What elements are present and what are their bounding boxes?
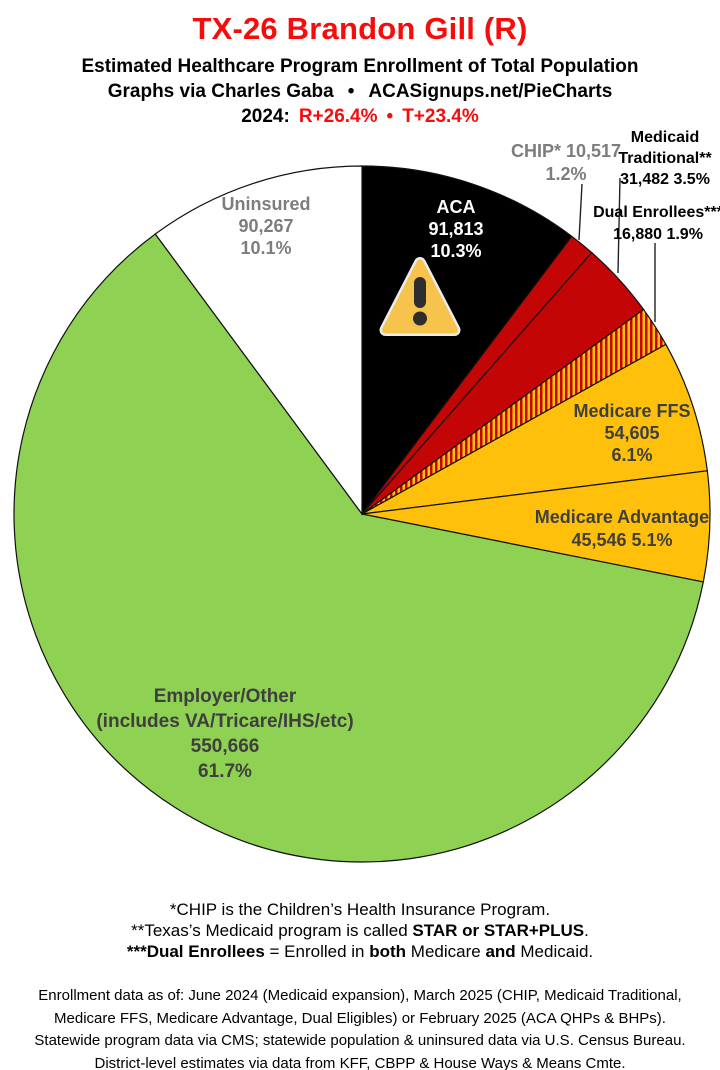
slice-value: 550,666 — [190, 736, 260, 757]
election-margins: 2024: R+26.4% • T+23.4% — [0, 104, 720, 129]
slice-label-uninsured: Uninsured 90,267 10.1% — [221, 193, 310, 259]
source-line: Statewide program data via CMS; statewid… — [34, 1032, 686, 1049]
footnote-chip: *CHIP is the Children’s Health Insurance… — [169, 900, 551, 919]
slice-label-aca: ACA 91,813 10.3% — [428, 196, 483, 262]
pie-slice-employer-other — [13, 233, 705, 863]
leader-lines — [578, 177, 656, 322]
slice-percent: 6.1% — [611, 445, 653, 465]
slice-label-medicare-advantage: Medicare Advantage 45,546 5.1% — [535, 506, 709, 552]
slice-value-percent: 45,546 5.1% — [571, 530, 673, 550]
slice-label-employer-other: Employer/Other (includes VA/Tricare/IHS/… — [96, 684, 353, 784]
pie-slice-aca — [361, 165, 573, 516]
footnote-medicaid: **Texas’s Medicaid program is called STA… — [131, 921, 589, 940]
slice-percent: 1.2% — [545, 164, 587, 184]
slice-name: Traditional** — [618, 150, 712, 167]
slice-label-dual-enrollees: Dual Enrollees*** 16,880 1.9% — [593, 202, 720, 246]
data-sources: Enrollment data as of: June 2024 (Medica… — [0, 985, 720, 1070]
bullet-separator: • — [347, 81, 355, 102]
leader-line-chip — [578, 183, 583, 241]
source-line: District-level estimates via data from K… — [94, 1054, 626, 1070]
byline: Graphs via Charles Gaba • ACASignups.net/P… — [0, 79, 720, 104]
slice-percent: 10.1% — [240, 238, 292, 258]
slice-label-medicare-ffs: Medicare FFS 54,605 6.1% — [573, 400, 690, 466]
slice-name: Dual Enrollees*** — [593, 204, 720, 221]
slice-value: 90,267 — [238, 216, 294, 236]
subtitle: Estimated Healthcare Program Enrollment … — [81, 56, 639, 77]
slice-name: ACA — [436, 197, 476, 217]
margin-r-value: R+26.4% — [298, 106, 378, 127]
slice-name: Employer/Other — [153, 686, 297, 707]
slice-name: Medicare FFS — [573, 401, 691, 421]
warning-icon — [379, 257, 461, 336]
pie-slice-medicare-ffs — [361, 343, 708, 515]
source-line: Medicare FFS, Medicare Advantage, Dual E… — [54, 1009, 666, 1027]
pie-slice-uninsured — [154, 165, 363, 516]
footnote-dual: ***Dual Enrollees = Enrolled in both Med… — [126, 942, 594, 961]
byline-left: Graphs via Charles Gaba — [107, 81, 334, 102]
leader-line-medicaid-traditional — [617, 177, 621, 274]
byline-right: ACASignups.net/PieCharts — [368, 81, 613, 102]
slice-value-percent: 31,482 3.5% — [620, 171, 710, 188]
slice-name: Medicaid — [630, 129, 700, 146]
slice-value: 54,605 — [604, 423, 660, 443]
margin-year-label: 2024: — [241, 106, 290, 127]
slice-name-detail: (includes VA/Tricare/IHS/etc) — [96, 711, 354, 732]
page-title: TX-26 Brandon Gill (R) — [192, 11, 528, 46]
slice-name-value: CHIP* 10,517 — [510, 141, 622, 161]
source-line: Enrollment data as of: June 2024 (Medica… — [38, 987, 682, 1004]
slice-name: Medicare Advantage — [534, 507, 710, 527]
margin-t-value: T+23.4% — [402, 106, 479, 127]
slice-name: Uninsured — [221, 194, 311, 214]
header: TX-26 Brandon Gill (R) Estimated Healthc… — [0, 0, 720, 129]
slice-label-medicaid-traditional: Medicaid Traditional** 31,482 3.5% — [618, 127, 711, 190]
slice-label-chip: CHIP* 10,517 1.2% — [511, 140, 621, 186]
bullet-separator: • — [386, 106, 394, 127]
slice-value: 91,813 — [428, 219, 484, 239]
slice-value-percent: 16,880 1.9% — [613, 226, 703, 243]
slice-percent: 61.7% — [198, 761, 252, 782]
footnotes: *CHIP is the Children’s Health Insurance… — [0, 899, 720, 962]
slice-percent: 10.3% — [430, 241, 482, 261]
